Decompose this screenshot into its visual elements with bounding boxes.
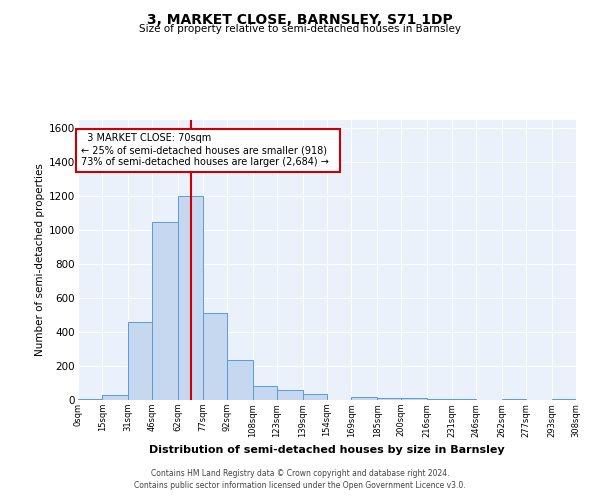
X-axis label: Distribution of semi-detached houses by size in Barnsley: Distribution of semi-detached houses by … xyxy=(149,445,505,455)
Bar xyxy=(303,394,327,400)
Bar xyxy=(401,398,427,400)
Bar xyxy=(427,399,452,400)
Bar xyxy=(552,399,576,400)
Bar xyxy=(128,322,152,400)
Bar xyxy=(102,395,128,400)
Bar xyxy=(227,360,253,400)
Bar xyxy=(502,399,526,400)
Text: Size of property relative to semi-detached houses in Barnsley: Size of property relative to semi-detach… xyxy=(139,24,461,34)
Bar xyxy=(452,399,476,400)
Bar xyxy=(377,398,401,400)
Y-axis label: Number of semi-detached properties: Number of semi-detached properties xyxy=(35,164,45,356)
Bar xyxy=(178,196,203,400)
Text: Contains public sector information licensed under the Open Government Licence v3: Contains public sector information licen… xyxy=(134,481,466,490)
Text: 3, MARKET CLOSE, BARNSLEY, S71 1DP: 3, MARKET CLOSE, BARNSLEY, S71 1DP xyxy=(147,12,453,26)
Bar xyxy=(277,390,303,400)
Bar xyxy=(351,396,377,400)
Bar xyxy=(203,314,227,400)
Bar xyxy=(253,386,277,400)
Text: 3 MARKET CLOSE: 70sqm
← 25% of semi-detached houses are smaller (918)
73% of sem: 3 MARKET CLOSE: 70sqm ← 25% of semi-deta… xyxy=(81,134,335,166)
Bar xyxy=(78,399,102,400)
Text: Contains HM Land Registry data © Crown copyright and database right 2024.: Contains HM Land Registry data © Crown c… xyxy=(151,468,449,477)
Bar xyxy=(152,222,178,400)
